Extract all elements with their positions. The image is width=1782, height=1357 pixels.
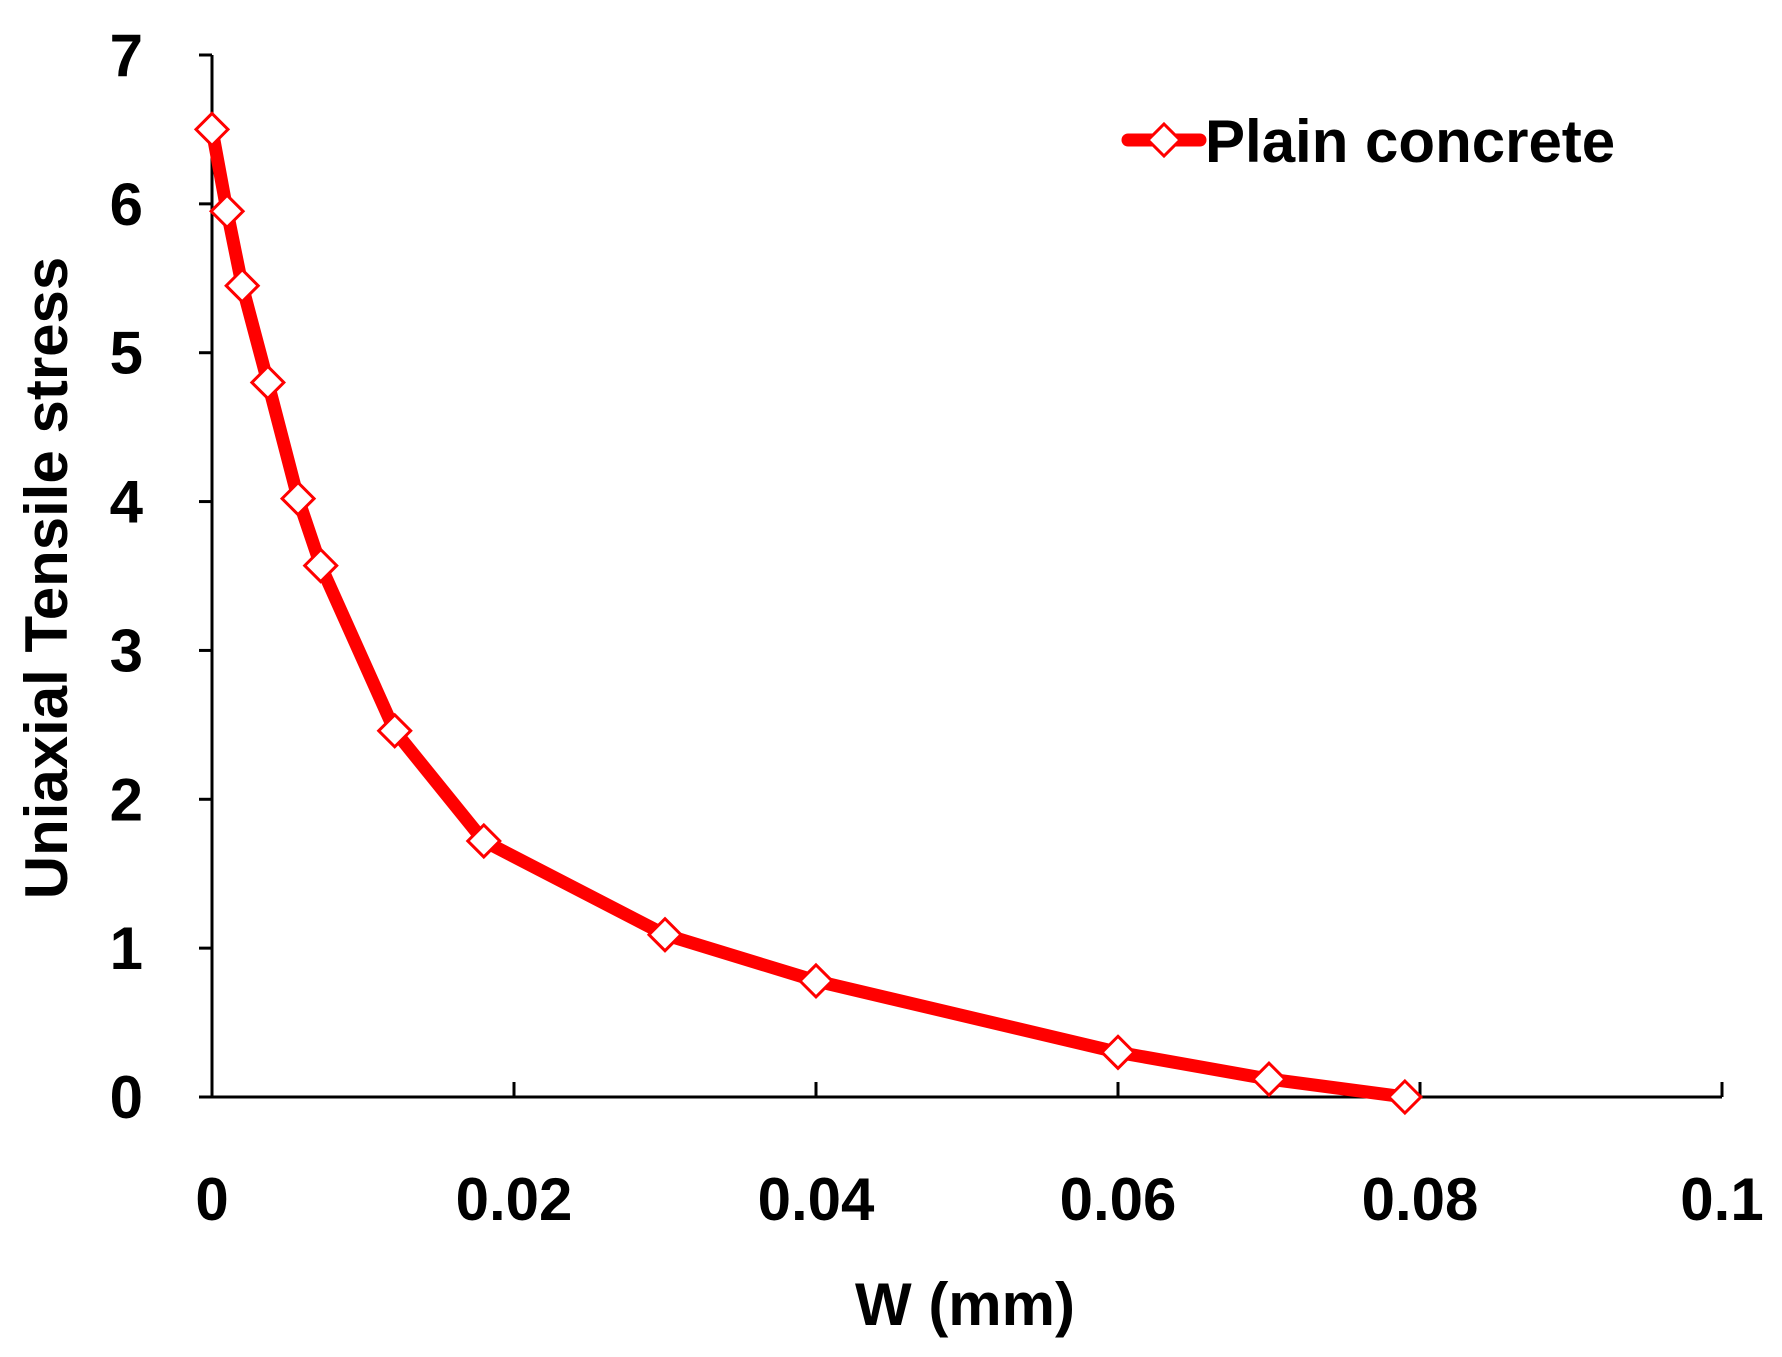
y-axis-title: Uniaxial Tensile stress [13,257,80,900]
axes [199,53,1724,1099]
x-tick-label: 0.02 [456,1166,573,1233]
x-tick-label: 0.04 [758,1166,875,1233]
y-tick-label: 7 [110,22,143,89]
y-tick-label: 2 [110,766,143,833]
x-tick-label: 0.06 [1060,1166,1177,1233]
legend-label: Plain concrete [1205,108,1615,175]
x-tick-label: 0.1 [1680,1166,1763,1233]
y-tick-label: 6 [110,171,143,238]
series-line [205,122,1412,1104]
y-tick-label: 3 [110,617,143,684]
data-point [646,916,684,953]
data-point [279,480,317,517]
data-point [249,364,286,401]
series-layer [193,111,1424,1116]
data-point [376,712,413,749]
x-tick-label: 0 [195,1166,228,1233]
y-tick-label: 1 [110,915,143,982]
data-point [1099,1034,1137,1071]
x-axis-title: W (mm) [855,1271,1075,1338]
y-tick-label: 4 [110,469,144,536]
y-tick-label: 5 [110,320,143,387]
data-point [193,111,231,148]
tick-labels: 0 1 2 3 4 5 6 7 0 0.02 0.04 0.06 0.08 0.1 [110,22,1764,1233]
data-point [208,193,246,230]
y-tick-label: 0 [110,1064,143,1131]
data-point [302,547,339,584]
x-tick-label: 0.08 [1362,1166,1479,1233]
data-point [1386,1078,1424,1116]
data-point [224,267,261,304]
legend: Plain concrete [1121,108,1615,175]
data-point [465,822,502,860]
data-point [797,962,835,1000]
legend-marker-diamond [1145,121,1183,159]
data-point [1250,1061,1288,1098]
